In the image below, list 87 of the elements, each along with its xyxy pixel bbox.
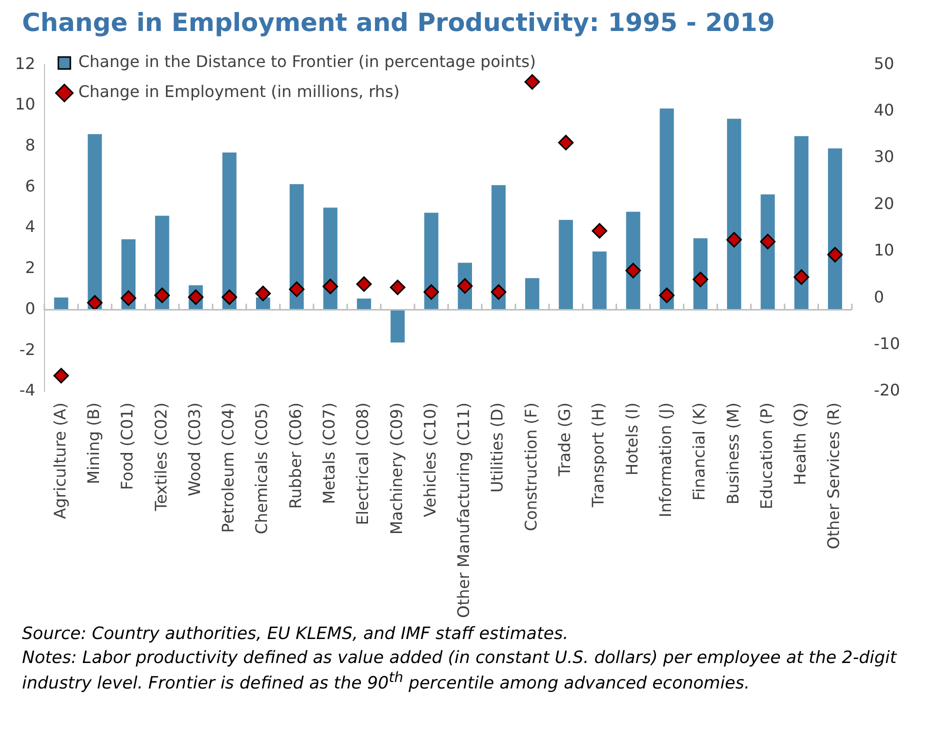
- bar: [323, 208, 338, 310]
- point: [625, 262, 641, 278]
- y2-tick-label: 40: [874, 100, 894, 120]
- point: [154, 288, 170, 304]
- bar: [356, 298, 372, 310]
- x-tick-label: Agriculture (A): [50, 402, 70, 520]
- x-tick-label: Food (C01): [118, 402, 137, 490]
- x-tick-label: Rubber (C06): [286, 402, 305, 509]
- x-tick-label: Utilities (D): [488, 402, 507, 493]
- y2-tick-label: 30: [874, 147, 894, 166]
- bar: [54, 298, 68, 310]
- y-tick-label: 0: [25, 298, 36, 318]
- x-tick-label: Other Manufacturing (C11): [454, 402, 474, 618]
- point: [457, 278, 473, 294]
- x-tick-label: Mining (B): [84, 402, 103, 484]
- bar: [290, 184, 304, 310]
- point: [120, 290, 136, 306]
- x-tick-label: Hotels (I): [622, 402, 642, 476]
- point: [692, 272, 708, 288]
- point: [524, 74, 540, 90]
- x-tick-label: Trade (G): [555, 402, 574, 478]
- bar: [592, 252, 607, 310]
- y2-tick-label: -10: [874, 334, 900, 353]
- x-tick-label: Chemicals (C05): [252, 402, 272, 534]
- x-tick-label: Other Services (R): [824, 402, 844, 550]
- point: [255, 286, 271, 302]
- point: [288, 281, 304, 297]
- bar: [390, 310, 405, 342]
- text: Notes: Labor productivity defined as value added (in constant U.S. dollars) per employee at the 2-digit industry level. Frontier is defined as the 90$^{th}$ percentile among advanced economies.: [22, 647, 898, 695]
- point: [322, 278, 338, 294]
- point: [659, 288, 675, 304]
- y2-tick-label: 0: [874, 287, 884, 306]
- point: [490, 284, 506, 300]
- x-tick-label: Financial (K): [690, 402, 709, 501]
- bar: [828, 148, 842, 310]
- x-tick-label: Education (P): [756, 402, 776, 510]
- y-tick-label: -2: [19, 340, 36, 359]
- y-tick-label: 4: [25, 217, 36, 236]
- point: [592, 223, 608, 239]
- x-tick-label: Metals (C07): [320, 402, 339, 504]
- bar: [88, 134, 102, 310]
- x-tick-label: Wood (C03): [184, 402, 204, 496]
- bar: [794, 136, 808, 310]
- y2-tick-label: 50: [874, 54, 894, 73]
- y2-tick-label: -20: [874, 380, 900, 400]
- point: [726, 232, 742, 248]
- y-tick-label: 6: [25, 176, 36, 196]
- point: [53, 368, 69, 384]
- bar: [492, 185, 506, 310]
- x-tick-label: Business (M): [723, 402, 742, 504]
- x-tick-label: Health (Q): [790, 402, 810, 486]
- x-tick-label: Construction (F): [521, 402, 540, 532]
- point: [188, 289, 204, 305]
- point: [87, 295, 103, 311]
- y-tick-label: 12: [15, 54, 36, 73]
- point: [794, 269, 810, 285]
- legend-label: Change in the Distance to Frontier (in percentage points): [78, 52, 536, 72]
- bar: [222, 152, 236, 310]
- y-tick-label: 10: [15, 94, 36, 114]
- x-tick-label: Electrical (C08): [353, 402, 372, 526]
- bar: [525, 278, 540, 310]
- bar: [660, 108, 674, 310]
- x-tick-label: Machinery (C09): [386, 402, 406, 535]
- y2-tick-label: 10: [874, 240, 894, 260]
- point: [558, 134, 574, 150]
- bar: [558, 220, 573, 310]
- legend-label: Change in Employment (in millions, rhs): [78, 82, 400, 102]
- y-tick-label: 8: [25, 135, 36, 154]
- y-tick-label: -4: [19, 380, 36, 400]
- point: [356, 276, 372, 292]
- point: [222, 289, 238, 305]
- point: [424, 284, 440, 300]
- y2-tick-label: 20: [874, 194, 894, 213]
- x-tick-label: Transport (H): [588, 402, 608, 508]
- bar: [760, 194, 775, 310]
- y-tick-label: 2: [25, 258, 36, 278]
- source-note: Source: Country authorities, EU KLEMS, and IMF staff estimates.: [22, 623, 570, 646]
- bar: [424, 212, 438, 310]
- point: [760, 234, 776, 250]
- point: [390, 280, 406, 296]
- bar: [727, 118, 742, 310]
- chart-title: Change in Employment and Productivity: 1995 - 2019: [22, 8, 776, 37]
- x-tick-label: Textiles (C02): [151, 402, 170, 512]
- x-tick-label: Information (J): [656, 402, 675, 518]
- x-tick-label: Vehicles (C10): [420, 402, 440, 518]
- point: [827, 246, 843, 262]
- x-tick-label: Petroleum (C04): [218, 402, 238, 533]
